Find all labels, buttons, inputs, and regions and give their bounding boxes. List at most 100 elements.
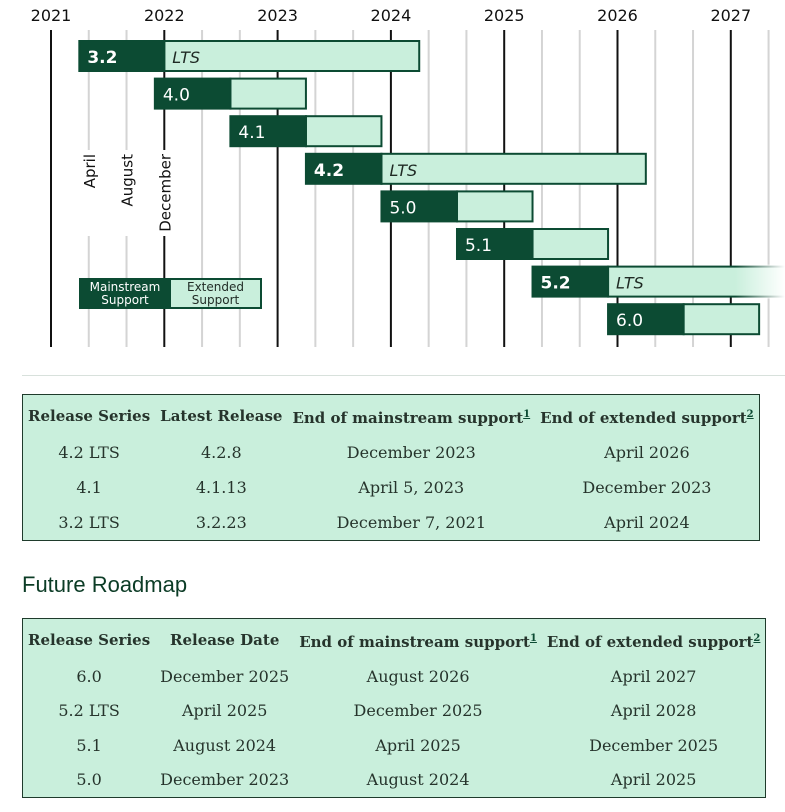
cell-extended-end: April 2027 — [610, 666, 697, 686]
header-mainstream-end: End of mainstream support1 — [292, 409, 531, 427]
extended-support-bar — [380, 152, 647, 185]
cell-mainstream-end: August 2024 — [366, 770, 470, 790]
cell-release-series: 4.1 — [76, 478, 102, 497]
mainstream-support-bar — [380, 190, 458, 223]
release-version-label: 5.2 — [541, 274, 571, 294]
cell-release-series: 5.1 — [76, 735, 102, 755]
table-row: 5.0 December 2023 August 2024 April 2025 — [23, 763, 766, 798]
header-extended-end: End of extended support2 — [546, 633, 761, 651]
extended-support-bar — [229, 77, 307, 110]
cell-mainstream-end: December 2023 — [346, 443, 476, 462]
mainstream-support-bar — [455, 228, 534, 260]
release-version-label: 3.2 — [87, 48, 117, 68]
legend-mainstream-label: Mainstream — [90, 280, 161, 294]
future-roadmap-table: Release Series Release Date End of mains… — [22, 618, 767, 798]
lts-label: LTS — [389, 161, 417, 180]
footnote-link-1[interactable]: 1 — [523, 409, 531, 420]
release-version-label: 4.2 — [314, 161, 344, 181]
cell-latest-release: 4.1.13 — [195, 478, 247, 497]
extended-support-bar — [682, 303, 761, 336]
lts-label: LTS — [616, 274, 644, 293]
release-version-label: 6.0 — [616, 311, 643, 331]
bar-fade-edge — [735, 264, 785, 299]
month-marker-label: December — [156, 153, 174, 232]
month-marker-mask — [155, 150, 176, 236]
release-version-label: 5.1 — [465, 236, 492, 256]
mainstream-support-bar — [531, 265, 610, 298]
month-marker-mask — [79, 150, 100, 236]
release-version-label: 4.0 — [163, 86, 190, 106]
release-bar-5-0: 5.0 — [380, 190, 534, 223]
legend-mainstream-label: Support — [101, 293, 149, 307]
release-bar-4-2: 4.2 LTS — [304, 152, 647, 185]
release-version-label: 4.1 — [238, 123, 265, 143]
release-timeline-chart: 2021 2022 2023 2024 2025 2026 2027 3.2 LTS 4.0 4.… — [31, 6, 785, 347]
cell-extended-end: April 2026 — [604, 443, 690, 462]
header-extended-end: End of extended support2 — [540, 409, 754, 427]
header-mainstream-end: End of mainstream support1 — [299, 633, 537, 651]
cell-mainstream-end: April 2025 — [375, 735, 461, 755]
table-header-row: Release Series Latest Release End of mai… — [23, 395, 760, 436]
release-version-label: 5.0 — [389, 198, 416, 218]
mainstream-support-bar — [607, 303, 685, 336]
mainstream-support-bar — [78, 40, 166, 72]
mainstream-support-bar — [153, 77, 232, 110]
footnote-link-2[interactable]: 2 — [746, 409, 754, 420]
cell-latest-release: 4.2.8 — [200, 443, 242, 462]
release-bar-4-0: 4.0 — [153, 77, 307, 110]
cell-release-series: 6.0 — [76, 666, 102, 686]
cell-release-date: August 2024 — [173, 735, 277, 755]
cell-release-date: December 2025 — [160, 666, 290, 686]
table-row: 4.2 LTS 4.2.8 December 2023 April 2026 — [23, 435, 760, 470]
extended-support-bar — [455, 190, 534, 223]
cell-release-date: April 2025 — [181, 701, 268, 721]
header-release-date: Release Date — [169, 631, 280, 649]
table-row: 5.1 August 2024 April 2025 December 2025 — [23, 728, 766, 763]
cell-mainstream-end: December 7, 2021 — [336, 513, 487, 532]
future-roadmap-heading: Future Roadmap — [22, 572, 188, 597]
table-header-row: Release Series Release Date End of mains… — [23, 619, 766, 660]
header-release-series: Release Series — [28, 631, 151, 649]
cell-release-series: 5.0 — [76, 770, 102, 790]
release-bar-5-2: 5.2 LTS — [531, 264, 785, 299]
year-tick-label: 2021 — [31, 6, 72, 25]
cell-mainstream-end: April 5, 2023 — [358, 478, 465, 497]
footnote-link-1[interactable]: 1 — [529, 633, 537, 644]
year-tick-label: 2026 — [597, 6, 638, 25]
cell-extended-end: April 2028 — [610, 701, 697, 721]
year-tick-label: 2024 — [371, 6, 412, 25]
table-row: 6.0 December 2025 August 2026 April 2027 — [23, 659, 766, 694]
extended-support-bar — [304, 115, 383, 148]
cell-extended-end: December 2025 — [589, 735, 719, 755]
cell-mainstream-end: December 2025 — [353, 701, 483, 721]
legend-extended-label: Support — [192, 293, 240, 307]
cell-release-series: 3.2 LTS — [58, 513, 120, 532]
cell-release-series: 5.2 LTS — [58, 701, 120, 721]
release-bar-4-1: 4.1 — [229, 115, 383, 148]
table-row: 5.2 LTS April 2025 December 2025 April 2… — [23, 694, 766, 729]
cell-extended-end: April 2025 — [610, 770, 697, 790]
current-releases-table: Release Series Latest Release End of mai… — [22, 394, 760, 541]
cell-mainstream-end: August 2026 — [366, 666, 470, 686]
legend-extended-swatch — [169, 278, 262, 309]
year-tick-label: 2025 — [484, 6, 525, 25]
cell-extended-end: April 2024 — [604, 513, 690, 532]
cell-release-date: December 2023 — [160, 770, 290, 790]
table-row: 4.1 4.1.13 April 5, 2023 December 2023 — [23, 470, 760, 505]
cell-latest-release: 3.2.23 — [195, 513, 247, 532]
cell-release-series: 4.2 LTS — [58, 443, 120, 462]
header-release-series: Release Series — [28, 407, 151, 425]
section-divider — [22, 375, 785, 376]
year-tick-label: 2023 — [257, 6, 298, 25]
extended-support-bar — [163, 40, 421, 72]
legend-mainstream-swatch — [79, 278, 171, 309]
extended-support-bar — [531, 228, 610, 260]
cell-extended-end: December 2023 — [582, 478, 712, 497]
mainstream-support-bar — [304, 152, 383, 185]
mainstream-support-bar — [229, 115, 307, 148]
footnote-link-2[interactable]: 2 — [753, 633, 761, 644]
year-tick-label: 2027 — [710, 6, 751, 25]
lts-label: LTS — [172, 48, 200, 67]
year-tick-label: 2022 — [144, 6, 185, 25]
